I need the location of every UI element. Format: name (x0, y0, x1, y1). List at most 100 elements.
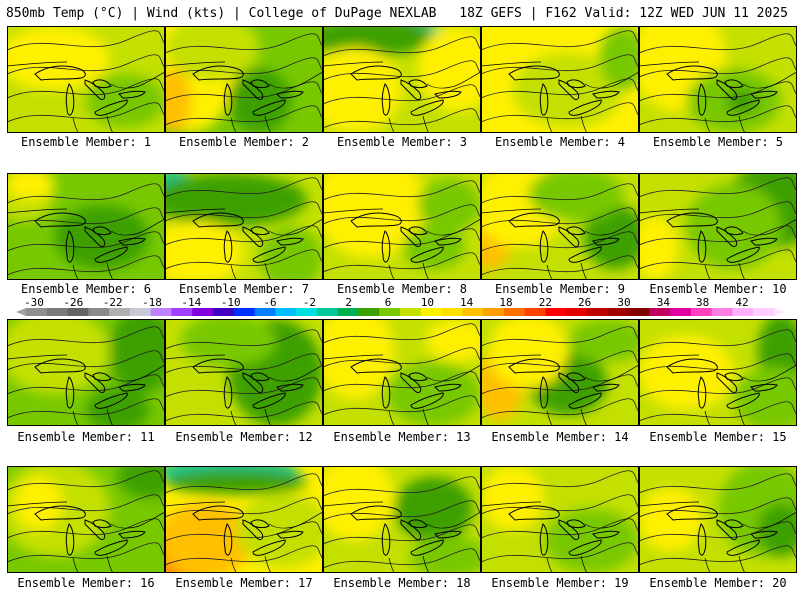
panel-frame (323, 26, 481, 133)
panel-frame (639, 26, 797, 133)
member-caption: Ensemble Member: 6 (20, 282, 152, 296)
temperature-region (259, 226, 323, 280)
height-contour (165, 225, 323, 246)
colorbar-swatch (628, 308, 650, 316)
member-caption: Ensemble Member: 14 (491, 430, 629, 444)
height-contour (481, 255, 639, 276)
height-contour (481, 398, 639, 419)
great-lake-outline (434, 90, 462, 99)
height-contour (639, 473, 797, 494)
colorbar-swatch (400, 308, 422, 316)
temperature-map-18 (323, 466, 481, 573)
great-lake-outline (250, 79, 270, 88)
ensemble-panel-2 (165, 26, 323, 133)
height-contour (639, 545, 797, 566)
panel-frame (7, 319, 165, 426)
great-lake-outline (697, 376, 707, 409)
colorbar-tick-label: 6 (385, 296, 392, 309)
height-contour (639, 201, 797, 222)
height-contour (639, 353, 797, 374)
temperature-map-9 (481, 173, 639, 280)
ensemble-panel-18 (323, 466, 481, 573)
colorbar-tick-label: 30 (617, 296, 630, 309)
height-contour (7, 231, 165, 252)
state-border (165, 61, 226, 67)
member-caption: Ensemble Member: 9 (494, 282, 626, 296)
great-lake-outline (666, 212, 718, 228)
temperature-map-7 (165, 173, 323, 280)
temperature-region (528, 173, 624, 222)
title-left: 850mb Temp (°C) | Wind (kts) | College o… (6, 6, 437, 21)
state-border (584, 364, 639, 382)
great-lake-outline (726, 539, 760, 556)
state-border (426, 71, 481, 89)
great-lake-outline (92, 79, 112, 88)
state-border (584, 218, 639, 236)
great-lake-outline (539, 83, 549, 116)
state-border (7, 354, 68, 360)
colorbar-swatch (753, 308, 775, 316)
temperature-region (544, 508, 639, 573)
height-contour (481, 231, 639, 252)
great-lake-outline (410, 246, 444, 263)
ensemble-panel-1 (7, 26, 165, 133)
height-contour (7, 542, 165, 563)
colorbar-tick-label: -14 (181, 296, 201, 309)
height-contour (481, 350, 639, 371)
ensemble-panel-3 (323, 26, 481, 133)
great-lake-outline (408, 79, 428, 88)
great-lake-outline (592, 90, 620, 99)
colorbar-tick-label: 14 (460, 296, 474, 309)
state-border (323, 354, 384, 360)
ensemble-panel-9 (481, 173, 639, 280)
height-contour (481, 494, 639, 515)
height-contour (165, 177, 323, 198)
temperature-map-2 (165, 26, 323, 133)
great-lake-outline (508, 505, 560, 521)
member-caption: Ensemble Member: 2 (178, 135, 310, 149)
great-lake-outline (65, 523, 75, 556)
height-contour (7, 518, 165, 539)
great-lake-outline (408, 519, 428, 528)
height-contour (323, 476, 481, 497)
height-contour (481, 78, 639, 99)
great-lake-outline (592, 237, 620, 246)
great-lake-outline (381, 83, 391, 116)
height-contour (323, 323, 481, 344)
great-lake-outline (726, 246, 760, 263)
great-lake-outline (94, 246, 128, 263)
height-contour (7, 350, 165, 371)
state-border (110, 71, 165, 89)
height-contour (165, 473, 323, 494)
colorbar-swatch (379, 308, 401, 316)
temperature-region (165, 503, 252, 573)
height-contour (165, 401, 323, 422)
member-caption: Ensemble Member: 17 (175, 576, 313, 590)
temperature-map-4 (481, 26, 639, 133)
state-border (481, 208, 542, 214)
height-contour (481, 326, 639, 347)
panel-frame (481, 466, 639, 573)
colorbar-swatch (732, 308, 754, 316)
height-contour (323, 84, 481, 105)
great-lake-outline (539, 230, 549, 263)
temperature-region (323, 173, 426, 259)
height-contour (7, 30, 165, 51)
colorbar-tick-label: -30 (24, 296, 44, 309)
state-border (742, 218, 797, 236)
great-lake-outline (250, 519, 270, 528)
temperature-map-6 (7, 173, 165, 280)
great-lake-outline (250, 372, 270, 381)
great-lake-outline (65, 376, 75, 409)
temperature-map-14 (481, 319, 639, 426)
great-lake-outline (276, 237, 304, 246)
great-lake-outline (118, 90, 146, 99)
ensemble-panel-13 (323, 319, 481, 426)
great-lake-outline (192, 505, 244, 521)
colorbar-swatch (337, 308, 359, 316)
state-border (481, 354, 542, 360)
great-lake-outline (592, 383, 620, 392)
colorbar-swatch (150, 308, 172, 316)
great-lake-outline (92, 519, 112, 528)
ensemble-panel-19 (481, 466, 639, 573)
